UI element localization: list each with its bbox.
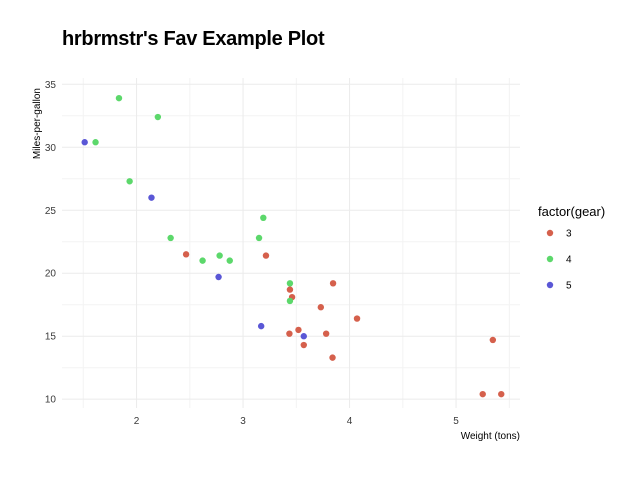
- legend-key-5: [546, 281, 554, 289]
- data-point-gear-3: [329, 354, 336, 361]
- legend-label-5: 5: [566, 281, 572, 292]
- legend-title: factor(gear): [538, 204, 605, 219]
- data-point-gear-3: [329, 280, 337, 287]
- data-point-gear-3: [286, 330, 293, 337]
- x-tick-label: 2: [134, 416, 140, 427]
- data-point-gear-4: [126, 178, 133, 185]
- data-points: [81, 94, 505, 398]
- data-point-gear-4: [260, 214, 267, 222]
- data-point-gear-4: [92, 139, 99, 146]
- data-point-gear-5: [215, 273, 222, 281]
- data-point-gear-3: [295, 326, 302, 334]
- y-axis-title: Miles-per-gallon: [32, 88, 43, 159]
- legend-label-3: 3: [566, 229, 572, 240]
- data-point-gear-4: [115, 94, 123, 102]
- data-point-gear-3: [286, 286, 294, 293]
- data-point-gear-3: [353, 315, 361, 322]
- data-point-gear-5: [81, 139, 88, 146]
- x-tick-label: 3: [240, 416, 246, 427]
- data-point-gear-4: [286, 297, 294, 305]
- data-point-gear-4: [154, 113, 162, 121]
- data-point-gear-3: [498, 390, 505, 398]
- y-tick-label: 30: [45, 143, 57, 154]
- y-tick-label: 35: [45, 80, 57, 91]
- data-point-gear-5: [300, 333, 307, 340]
- data-point-gear-4: [199, 257, 206, 264]
- data-point-gear-3: [479, 390, 486, 398]
- data-point-gear-4: [286, 280, 294, 287]
- legend-key-3: [546, 229, 554, 237]
- data-point-gear-3: [322, 330, 330, 337]
- legend: factor(gear) 3 4 5: [538, 204, 605, 292]
- grid-lines: [62, 78, 520, 408]
- y-tick-labels: 10 15 20 25 30 35: [45, 80, 57, 406]
- data-point-gear-4: [255, 234, 263, 242]
- data-point-gear-3: [489, 336, 497, 344]
- y-tick-label: 15: [45, 332, 57, 343]
- legend-label-4: 4: [566, 255, 572, 266]
- x-tick-label: 5: [453, 416, 459, 427]
- data-point-gear-5: [257, 322, 265, 330]
- x-tick-labels: 2 3 4 5: [134, 416, 460, 427]
- data-point-gear-3: [182, 251, 190, 258]
- x-tick-label: 4: [347, 416, 353, 427]
- data-point-gear-4: [167, 234, 174, 242]
- data-point-gear-3: [300, 341, 307, 349]
- y-tick-label: 25: [45, 206, 57, 217]
- data-point-gear-4: [216, 252, 223, 259]
- x-axis-title: Weight (tons): [461, 431, 520, 442]
- data-point-gear-5: [148, 194, 155, 201]
- y-tick-label: 10: [45, 395, 57, 406]
- chart-title: hrbrmstr's Fav Example Plot: [62, 28, 325, 50]
- data-point-gear-3: [317, 304, 325, 311]
- y-tick-label: 20: [45, 269, 57, 280]
- legend-key-4: [546, 255, 554, 263]
- data-point-gear-3: [262, 252, 270, 259]
- data-point-gear-4: [226, 257, 233, 264]
